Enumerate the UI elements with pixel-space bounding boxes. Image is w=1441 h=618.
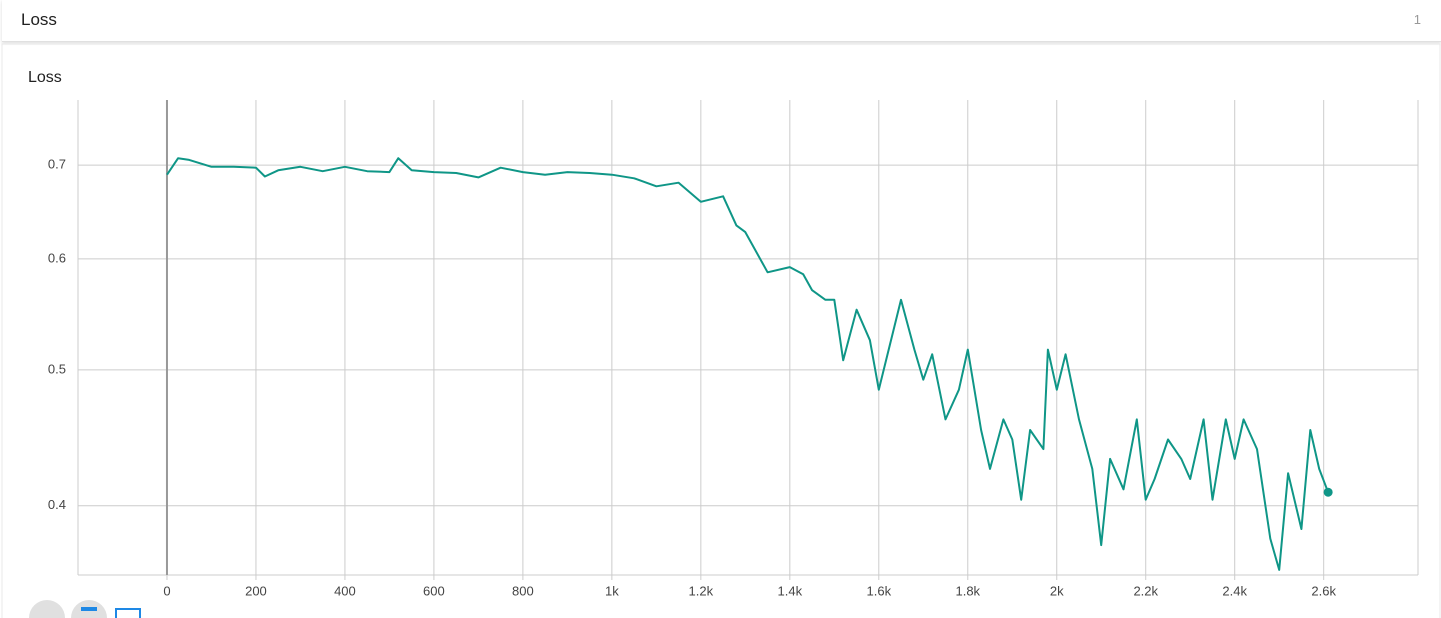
x-tick-label: 200 — [245, 583, 267, 598]
x-tick-label: 600 — [423, 583, 445, 598]
card-header[interactable]: Loss 1 — [2, 0, 1441, 42]
download-icon[interactable] — [115, 608, 141, 618]
toolbar[interactable] — [29, 600, 141, 618]
y-tick-label: 0.5 — [48, 361, 66, 376]
header-count: 1 — [1413, 12, 1421, 27]
x-tick-label: 2.2k — [1133, 583, 1158, 598]
x-tick-label: 1.2k — [689, 583, 714, 598]
log-icon — [81, 607, 97, 611]
x-tick-label: 1.8k — [955, 583, 980, 598]
loss-line — [166, 157, 1330, 571]
y-tick-label: 0.6 — [48, 250, 66, 265]
x-tick-label: 1.4k — [778, 583, 803, 598]
last-point — [1323, 487, 1333, 497]
x-tick-label: 0 — [163, 583, 170, 598]
x-tick-label: 2k — [1050, 583, 1064, 598]
y-tick-label: 0.7 — [48, 157, 66, 172]
fit-button[interactable] — [29, 600, 65, 618]
x-tick-label: 2.6k — [1311, 583, 1336, 598]
x-tick-label: 400 — [334, 583, 356, 598]
x-tick-label: 1.6k — [867, 583, 892, 598]
y-tick-label: 0.4 — [48, 497, 66, 512]
chart-title: Loss — [28, 69, 62, 86]
x-tick-label: 1k — [605, 583, 619, 598]
x-tick-label: 800 — [512, 583, 534, 598]
header-title: Loss — [21, 10, 57, 29]
card — [1, 43, 1441, 618]
x-tick-label: 2.4k — [1222, 583, 1247, 598]
